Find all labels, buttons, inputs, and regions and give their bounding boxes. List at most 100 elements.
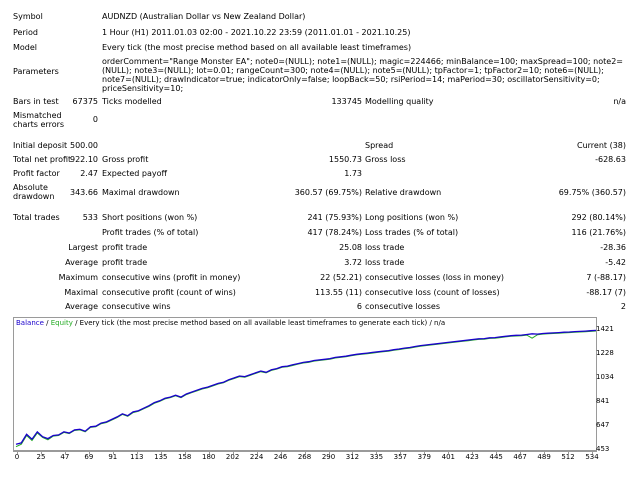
max-cl-label: consecutive losses (loss in money) <box>365 273 505 282</box>
y-tick-label: 1421 <box>596 325 614 333</box>
max-cw-value: 22 (52.21) <box>320 273 362 282</box>
x-tick-mark <box>112 451 114 454</box>
x-tick-label: 357 <box>393 453 407 461</box>
average-loss-label: loss trade <box>365 258 405 267</box>
grossloss-label: Gross loss <box>365 155 406 164</box>
quality-label: Modelling quality <box>365 97 434 106</box>
equity-line <box>15 330 597 448</box>
x-tick-mark <box>41 451 42 454</box>
x-tick-mark <box>424 451 426 454</box>
mxl-cl-label: consecutive loss (count of losses) <box>365 288 500 297</box>
legend-sep: / <box>43 319 51 327</box>
x-tick-label: 135 <box>154 453 168 461</box>
avg-cl-value: 2 <box>620 302 626 311</box>
avg-cw-value: 6 <box>356 302 362 311</box>
y-tick-label: 647 <box>596 421 610 429</box>
period-label: Period <box>13 28 38 37</box>
x-tick-mark <box>376 451 378 454</box>
average-loss-value: -5.42 <box>605 258 626 267</box>
period-value: 1 Hour (H1) 2011.01.03 02:00 - 2021.10.2… <box>102 28 411 37</box>
losstrades-value: 116 (21.76%) <box>571 228 626 237</box>
avg-cw-label: consecutive wins <box>102 302 171 311</box>
short-value: 241 (75.93%) <box>307 213 362 222</box>
x-tick-mark <box>208 451 210 454</box>
avg-cl-label: consecutive losses <box>365 302 441 311</box>
x-tick-mark <box>256 451 258 454</box>
x-tick-mark <box>568 451 569 454</box>
pf-label: Profit factor <box>13 169 60 178</box>
largest-loss-label: loss trade <box>365 243 405 252</box>
symbol-value: AUDNZD (Australian Dollar vs New Zealand… <box>102 12 306 21</box>
largest-profit-label: profit trade <box>102 243 148 252</box>
x-tick-label: 290 <box>321 453 336 461</box>
x-tick-label: 47 <box>60 453 70 461</box>
pf-value: 2.47 <box>80 169 98 178</box>
x-tick-label: 202 <box>225 453 240 461</box>
balance-chart: Balance / Equity / Every tick (the most … <box>13 317 597 451</box>
maximal-label: Maximal <box>64 288 98 297</box>
x-tick-mark <box>184 451 186 454</box>
x-tick-label: 0 <box>14 453 20 461</box>
mxl-cl-value: -88.17 (7) <box>586 288 626 297</box>
max-cw-label: consecutive wins (profit in money) <box>102 273 241 282</box>
x-tick-label: 25 <box>36 453 46 461</box>
x-tick-mark <box>544 451 546 454</box>
legend-balance: Balance <box>16 319 44 327</box>
maxdd-label: Maximal drawdown <box>102 188 180 197</box>
y-tick-label: 841 <box>596 396 610 405</box>
ticks-value: 133745 <box>331 97 362 106</box>
quality-value: n/a <box>613 97 626 106</box>
x-tick-label: 312 <box>345 453 360 461</box>
parameters-value: orderComment="Range Monster EA"; note0=(… <box>102 57 623 93</box>
grossprofit-value: 1550.73 <box>328 155 362 164</box>
grossloss-value: -628.63 <box>595 155 626 164</box>
netprofit-value: 922.10 <box>70 155 98 164</box>
payoff-value: 1.73 <box>344 169 362 178</box>
legend-rest: / Every tick (the most precise method ba… <box>72 319 446 327</box>
x-tick-label: 246 <box>273 453 288 461</box>
x-tick-label: 91 <box>108 453 118 461</box>
x-tick-mark <box>496 451 498 454</box>
x-tick-label: 512 <box>561 453 575 461</box>
x-tick-label: 158 <box>178 453 192 461</box>
trades-label: Total trades <box>13 213 60 222</box>
chart-legend: Balance / Equity / Every tick (the most … <box>16 319 445 328</box>
avg2-label: Average <box>65 302 98 311</box>
spread-value: Current (38) <box>576 141 626 150</box>
x-tick-label: 180 <box>202 453 216 461</box>
x-tick-label: 489 <box>537 453 551 461</box>
payoff-label: Expected payoff <box>102 169 167 178</box>
mxl-cp-label: consecutive profit (count of wins) <box>102 288 236 297</box>
spread-label: Spread <box>365 141 394 150</box>
absdd-value: 343.66 <box>70 188 98 197</box>
absdd-label: Absolute drawdown <box>13 183 55 201</box>
bars-label: Bars in test <box>13 97 59 106</box>
max-cl-value: 7 (-88.17) <box>586 273 626 282</box>
x-tick-mark <box>352 451 354 454</box>
x-tick-label: 379 <box>417 453 431 461</box>
grossprofit-label: Gross profit <box>102 155 149 164</box>
mismatch-value: 0 <box>92 115 98 124</box>
largest-loss-value: -28.36 <box>600 243 626 252</box>
x-tick-label: 224 <box>249 453 264 461</box>
x-tick-mark <box>400 451 402 454</box>
x-tick-mark <box>448 451 450 454</box>
x-tick-mark <box>472 451 474 454</box>
x-tick-mark <box>280 451 282 454</box>
model-value: Every tick (the most precise method base… <box>102 43 412 52</box>
x-tick-label: 534 <box>585 453 599 461</box>
maximum-label: Maximum <box>58 273 98 282</box>
x-tick-mark <box>88 451 90 454</box>
short-label: Short positions (won %) <box>102 213 198 222</box>
average-profit-label: profit trade <box>102 258 148 267</box>
deposit-label: Initial deposit <box>13 141 68 150</box>
legend-equity: Equity <box>50 319 73 327</box>
x-tick-label: 268 <box>297 453 312 461</box>
average-profit-value: 3.72 <box>344 258 362 267</box>
x-tick-label: 69 <box>84 453 94 461</box>
ticks-label: Ticks modelled <box>102 97 162 106</box>
x-tick-mark <box>520 451 522 454</box>
bars-value: 67375 <box>72 97 98 106</box>
chart-plot-area <box>15 329 597 448</box>
proftrades-value: 417 (78.24%) <box>307 228 362 237</box>
